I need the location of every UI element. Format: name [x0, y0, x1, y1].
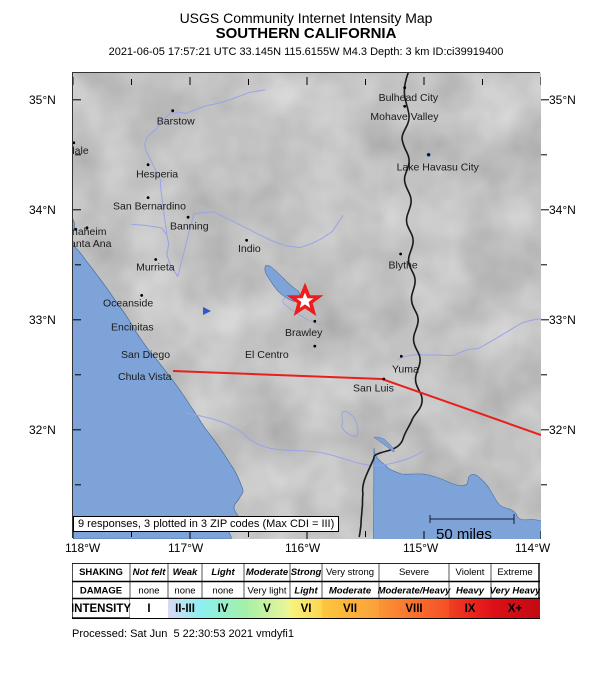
- svg-text:V: V: [263, 603, 271, 615]
- svg-text:I: I: [147, 603, 150, 615]
- svg-text:none: none: [212, 586, 233, 597]
- svg-text:VI: VI: [301, 603, 312, 615]
- svg-text:VII: VII: [343, 603, 357, 615]
- svg-text:Very strong: Very strong: [326, 567, 374, 578]
- svg-text:50 miles: 50 miles: [436, 526, 492, 543]
- svg-text:Extreme: Extreme: [497, 567, 532, 578]
- svg-text:Weak: Weak: [173, 567, 198, 578]
- svg-text:none: none: [138, 586, 159, 597]
- svg-text:Very light: Very light: [247, 586, 286, 597]
- svg-text:VIII: VIII: [405, 603, 422, 615]
- svg-text:Strong: Strong: [291, 567, 322, 578]
- svg-text:Very Heavy: Very Heavy: [490, 586, 540, 597]
- svg-text:none: none: [174, 586, 195, 597]
- svg-text:Heavy: Heavy: [456, 586, 485, 597]
- svg-text:Moderate/Heavy: Moderate/Heavy: [378, 586, 452, 597]
- svg-text:Light: Light: [294, 586, 318, 597]
- svg-text:IX: IX: [465, 603, 476, 615]
- svg-text:II-III: II-III: [175, 603, 195, 615]
- svg-text:IV: IV: [218, 603, 229, 615]
- svg-text:Not felt: Not felt: [133, 567, 167, 578]
- svg-text:Severe: Severe: [399, 567, 429, 578]
- svg-text:Moderate: Moderate: [246, 567, 289, 578]
- svg-text:X+: X+: [508, 603, 523, 615]
- svg-text:INTENSITY: INTENSITY: [72, 603, 131, 615]
- svg-text:Moderate: Moderate: [329, 586, 372, 597]
- svg-text:SHAKING: SHAKING: [79, 567, 123, 578]
- svg-text:Light: Light: [211, 567, 235, 578]
- svg-text:DAMAGE: DAMAGE: [80, 586, 122, 597]
- svg-text:Violent: Violent: [456, 567, 485, 578]
